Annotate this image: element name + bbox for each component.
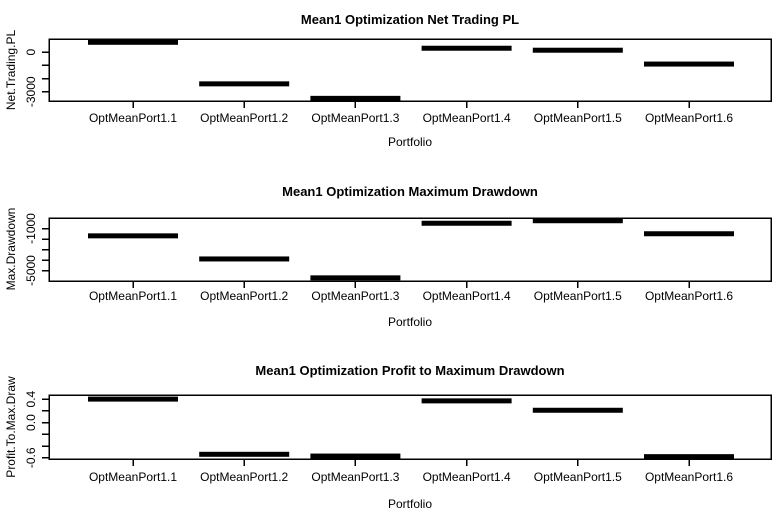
plot-box bbox=[48, 394, 772, 460]
data-segment bbox=[88, 233, 178, 239]
x-tick-label: OptMeanPort1.2 bbox=[200, 470, 288, 484]
data-segment bbox=[88, 396, 178, 402]
chart-panel-3: 0.4 0.0 -0.6 OptMeanPort1.1 OptMeanPort1.2 Op… bbox=[24, 390, 772, 484]
chart3-title: Mean1 Optimization Profit to Maximum Dra… bbox=[255, 363, 565, 378]
x-tick-label: OptMeanPort1.3 bbox=[311, 289, 399, 303]
chart1-x-axis-label: Portfolio bbox=[387, 135, 433, 149]
x-tick-label: OptMeanPort1.6 bbox=[645, 470, 733, 484]
x-tick-label: OptMeanPort1.5 bbox=[534, 470, 622, 484]
data-segment bbox=[532, 407, 623, 413]
data-segment bbox=[88, 39, 178, 45]
chart1-y-axis-label: Net.Trading.PL bbox=[4, 29, 18, 111]
chart-panel-2: -1000 -5000 OptMeanPort1.1 OptMeanPort1.2 Op… bbox=[24, 213, 772, 303]
y-tick-label: 0 bbox=[24, 49, 38, 56]
chart2-x-axis-label: Portfolio bbox=[387, 315, 433, 329]
x-tick-label: OptMeanPort1.4 bbox=[423, 470, 511, 484]
chart3-y-axis-label: Profit.To.Max.Draw bbox=[4, 376, 18, 478]
y-tick-label: 0.0 bbox=[24, 414, 38, 431]
data-segment bbox=[199, 81, 290, 87]
chart2-y-axis-label: Max.Drawdown bbox=[4, 207, 18, 291]
x-tick-label: OptMeanPort1.1 bbox=[89, 111, 177, 125]
x-tick-label: OptMeanPort1.1 bbox=[89, 289, 177, 303]
plot-box bbox=[48, 217, 772, 282]
y-tick-label: 0.4 bbox=[24, 390, 38, 407]
chart3-x-axis-label: Portfolio bbox=[387, 497, 433, 511]
data-segment bbox=[199, 256, 290, 262]
x-tick-label: OptMeanPort1.3 bbox=[311, 470, 399, 484]
data-segment bbox=[310, 95, 401, 101]
data-segment bbox=[532, 47, 623, 53]
data-segment bbox=[310, 275, 401, 281]
data-segment bbox=[421, 398, 512, 404]
x-tick-label: OptMeanPort1.4 bbox=[423, 289, 511, 303]
y-tick-label: -5000 bbox=[24, 255, 38, 286]
data-segment bbox=[421, 220, 512, 226]
x-tick-label: OptMeanPort1.3 bbox=[311, 111, 399, 125]
chart2-title: Mean1 Optimization Maximum Drawdown bbox=[282, 184, 538, 199]
chart-panel-1: 0 -3000 OptMeanPort1.1 OptMeanPort1.2 OptMea… bbox=[24, 38, 772, 125]
data-segment bbox=[532, 218, 623, 224]
data-segment bbox=[644, 454, 734, 460]
x-tick-label: OptMeanPort1.4 bbox=[423, 111, 511, 125]
chart1-title: Mean1 Optimization Net Trading PL bbox=[300, 12, 520, 27]
x-tick-label: OptMeanPort1.2 bbox=[200, 111, 288, 125]
y-tick-label: -0.6 bbox=[24, 447, 38, 468]
x-tick-label: OptMeanPort1.5 bbox=[534, 289, 622, 303]
x-tick-label: OptMeanPort1.2 bbox=[200, 289, 288, 303]
plot-box bbox=[48, 38, 772, 102]
x-tick-label: OptMeanPort1.5 bbox=[534, 111, 622, 125]
x-tick-label: OptMeanPort1.6 bbox=[645, 289, 733, 303]
data-segment bbox=[644, 231, 734, 237]
data-segment bbox=[310, 453, 401, 459]
data-segment bbox=[644, 61, 734, 67]
x-tick-label: OptMeanPort1.6 bbox=[645, 111, 733, 125]
data-segment bbox=[421, 45, 512, 51]
x-tick-label: OptMeanPort1.1 bbox=[89, 470, 177, 484]
data-segment bbox=[199, 451, 290, 457]
y-tick-label: -3000 bbox=[24, 76, 38, 107]
y-tick-label: -1000 bbox=[24, 213, 38, 244]
